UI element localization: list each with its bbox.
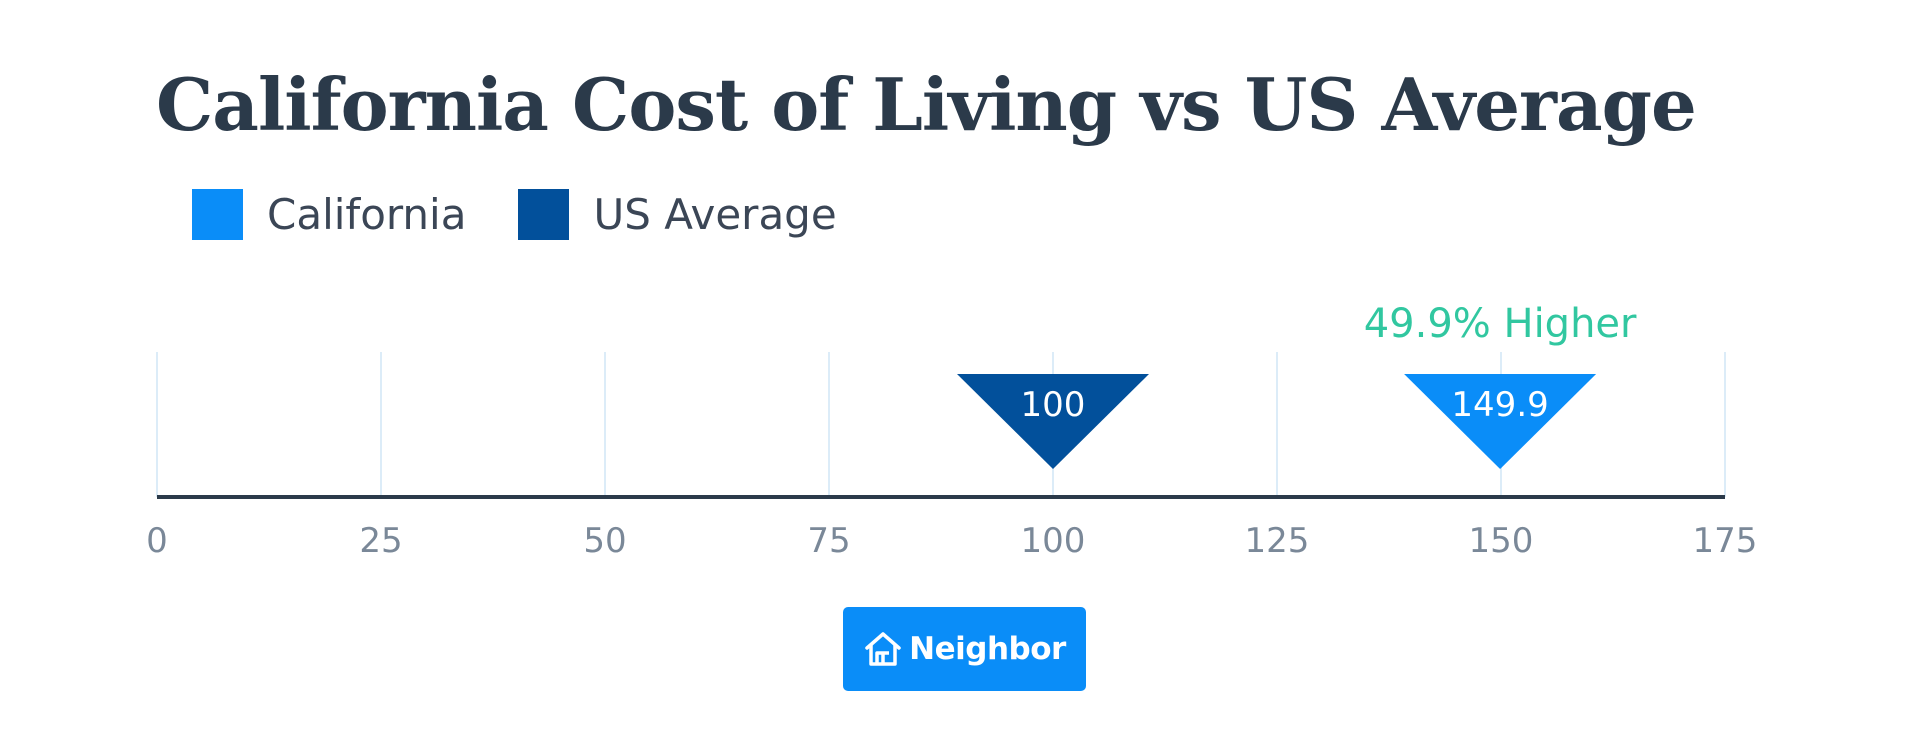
marker-california [1404,374,1597,469]
tick-label-100: 100 [1021,521,1086,561]
marker-label-us-average: 100 [1021,385,1086,425]
legend: California US Average [192,188,889,240]
legend-swatch-california [192,188,243,240]
tick-label-75: 75 [807,521,850,561]
tick-label-25: 25 [359,521,402,561]
house-icon [863,629,903,669]
neighbor-logo-button[interactable]: Neighbor [843,607,1086,691]
chart-plot: 0 25 50 75 100 125 150 175 149.9 100 49.9% Higher [146,301,1758,561]
tick-label-175: 175 [1693,521,1758,561]
annotation-label: 49.9% Higher [1364,301,1637,347]
legend-label-us-average: US Average [593,189,837,239]
chart-title: California Cost of Living vs US Average [156,62,1697,147]
legend-label-california: California [267,189,467,239]
tick-label-50: 50 [583,521,626,561]
tick-label-150: 150 [1469,521,1534,561]
legend-swatch-us-average [518,188,570,240]
tick-label-125: 125 [1245,521,1310,561]
legend-item-california: California [192,188,467,240]
tick-label-0: 0 [146,521,168,561]
marker-us-average [957,374,1149,469]
legend-item-us-average: US Average [518,188,837,240]
marker-label-california: 149.9 [1451,385,1548,425]
brand-label: Neighbor [909,631,1066,667]
